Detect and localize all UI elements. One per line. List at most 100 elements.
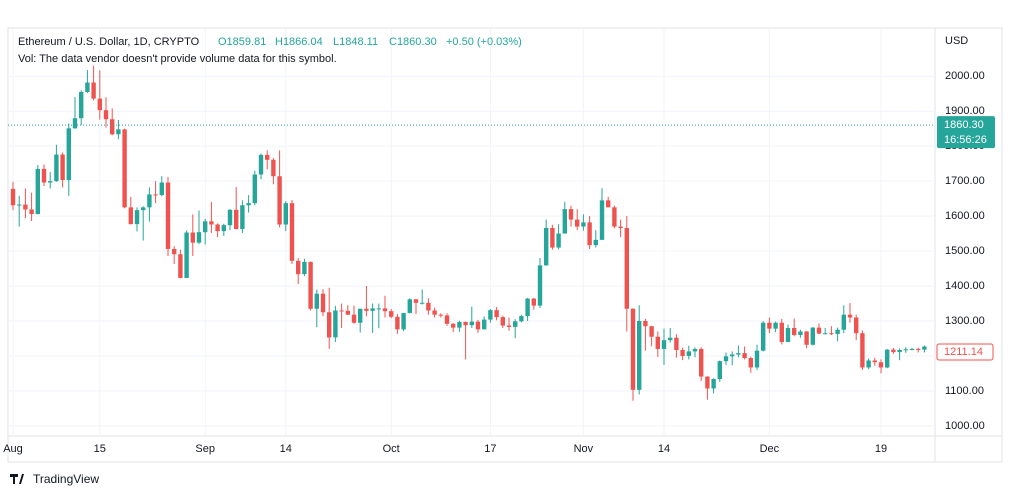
candle-body bbox=[835, 329, 840, 334]
candle-body bbox=[469, 321, 474, 326]
candle-body bbox=[606, 200, 611, 208]
candle-body bbox=[41, 168, 47, 183]
candle-body bbox=[376, 308, 381, 310]
candle-body bbox=[147, 194, 152, 208]
candle-body bbox=[537, 265, 543, 306]
candle-body bbox=[500, 317, 505, 326]
last-price-label: 1860.30 bbox=[944, 119, 984, 131]
change-value: +0.50 (+0.03%) bbox=[446, 36, 522, 48]
x-tick-label: Nov bbox=[574, 443, 594, 455]
y-tick-label: 1300.00 bbox=[945, 315, 985, 327]
candle-body bbox=[897, 349, 902, 353]
candle-body bbox=[649, 326, 654, 337]
candle-body bbox=[909, 348, 915, 350]
candle-body bbox=[686, 351, 691, 356]
candle-body bbox=[773, 322, 778, 329]
high-value: H1866.04 bbox=[275, 36, 323, 48]
candle-body bbox=[767, 322, 772, 329]
candle-body bbox=[674, 337, 679, 350]
candle-body bbox=[723, 356, 729, 362]
candle-body bbox=[531, 298, 536, 306]
candles bbox=[10, 65, 927, 401]
symbol: Ethereum / U.S. Dollar, 1D, CRYPTO bbox=[18, 36, 200, 48]
candle-body bbox=[513, 321, 518, 327]
candle-body bbox=[172, 248, 177, 255]
x-tick-label: 17 bbox=[484, 443, 496, 455]
candle-body bbox=[79, 91, 84, 119]
candle-body bbox=[562, 209, 567, 234]
candle-body bbox=[66, 128, 71, 181]
x-tick-label: Dec bbox=[760, 443, 780, 455]
candle-body bbox=[85, 82, 90, 92]
candle-body bbox=[544, 227, 549, 266]
candle-body bbox=[358, 308, 363, 323]
candle-body bbox=[829, 333, 834, 335]
candle-body bbox=[382, 308, 388, 312]
candle-body bbox=[637, 320, 642, 390]
candle-body bbox=[116, 129, 121, 135]
x-tick-label: 14 bbox=[658, 443, 670, 455]
candle-body bbox=[72, 118, 78, 129]
candle-body bbox=[122, 129, 127, 208]
candle-body bbox=[661, 340, 667, 349]
candle-body bbox=[333, 310, 338, 338]
candle-body bbox=[866, 360, 871, 368]
candle-body bbox=[190, 232, 195, 243]
candle-body bbox=[872, 360, 877, 363]
candle-body bbox=[748, 358, 753, 368]
candle-body bbox=[277, 176, 282, 225]
candle-body bbox=[128, 207, 133, 225]
candle-body bbox=[730, 354, 735, 357]
candle-body bbox=[413, 299, 419, 303]
tradingview-logo: TradingView bbox=[10, 472, 99, 486]
candle-body bbox=[519, 316, 524, 322]
candle-body bbox=[271, 159, 276, 177]
candle-body bbox=[420, 302, 425, 304]
candle-body bbox=[91, 82, 96, 99]
y-tick-label: 1400.00 bbox=[945, 280, 985, 292]
y-tick-label: 1100.00 bbox=[945, 385, 984, 397]
currency: USD bbox=[945, 35, 968, 47]
candle-body bbox=[141, 207, 146, 211]
candle-body bbox=[48, 181, 53, 183]
candle-body bbox=[339, 310, 344, 312]
candle-body bbox=[506, 325, 512, 327]
grid bbox=[8, 28, 935, 436]
candle-body bbox=[203, 221, 208, 233]
price-marker-box bbox=[936, 343, 994, 361]
candle-body bbox=[227, 209, 233, 226]
candle-body bbox=[736, 353, 741, 355]
candle-body bbox=[891, 349, 896, 353]
price-marker-label: 1211.14 bbox=[944, 346, 983, 358]
candle-body bbox=[444, 315, 450, 324]
candle-body bbox=[556, 233, 561, 248]
overlay: 1000.001100.001200.001300.001400.001500.… bbox=[3, 70, 995, 455]
candle-body bbox=[320, 293, 326, 313]
candle-body bbox=[97, 98, 102, 111]
candle-body bbox=[488, 310, 493, 320]
volume-note: Vol: The data vendor doesn't provide vol… bbox=[18, 53, 337, 65]
candle-body bbox=[618, 226, 623, 228]
branding: TradingView bbox=[33, 472, 99, 486]
candle-body bbox=[643, 320, 648, 327]
candle-body bbox=[370, 308, 375, 311]
candle-body bbox=[575, 219, 580, 227]
y-tick-label: 1500.00 bbox=[945, 245, 985, 257]
candle-body bbox=[550, 227, 555, 248]
candle-body bbox=[438, 314, 443, 316]
candle-body bbox=[395, 316, 400, 330]
countdown-label: 16:56:26 bbox=[944, 134, 987, 146]
candle-body bbox=[457, 322, 462, 328]
y-tick-label: 1900.00 bbox=[945, 105, 985, 117]
close-value: C1860.30 bbox=[389, 36, 437, 48]
candle-body bbox=[29, 209, 34, 214]
chart-frame bbox=[7, 27, 1003, 463]
candle-body bbox=[680, 349, 685, 356]
candle-body bbox=[184, 232, 189, 278]
candle-body bbox=[296, 260, 301, 275]
candle-body bbox=[283, 203, 288, 225]
y-tick-label: 1700.00 bbox=[945, 175, 985, 187]
candle-body bbox=[110, 119, 115, 135]
candle-body bbox=[463, 322, 468, 326]
candle-body bbox=[426, 302, 431, 311]
